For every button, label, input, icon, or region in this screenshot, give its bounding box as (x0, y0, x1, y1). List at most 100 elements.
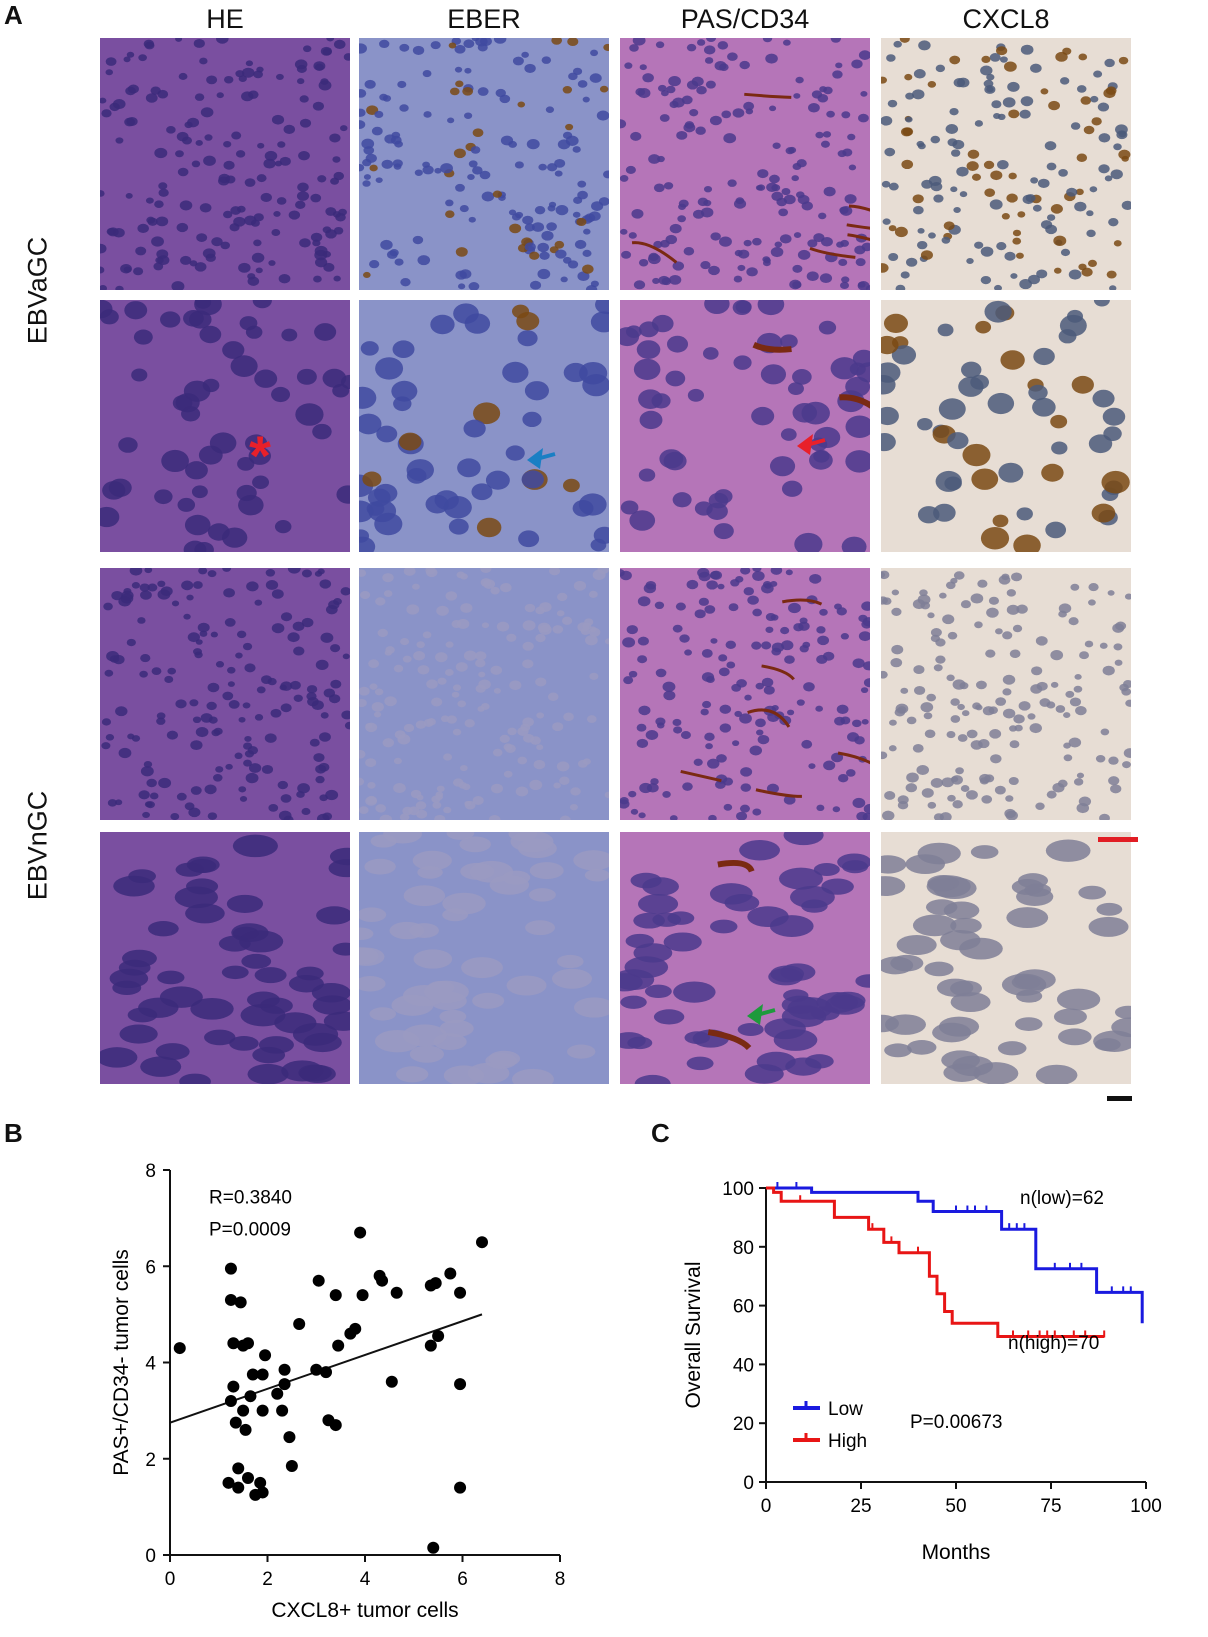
cell-nucleus (684, 1031, 710, 1045)
x-tick-label: 8 (555, 1569, 566, 1590)
cell-nucleus (997, 1041, 1027, 1056)
cell-nucleus (1079, 651, 1089, 660)
cell-nucleus (391, 994, 434, 1016)
scatter-point (390, 1286, 403, 1299)
cell-nucleus (160, 311, 181, 328)
micrograph-cxcl8-row-2 (881, 300, 1131, 552)
cell-nucleus (1006, 604, 1020, 615)
cell-nucleus (449, 87, 460, 96)
cell-nucleus (644, 984, 672, 999)
cell-nucleus (717, 41, 729, 50)
cell-nucleus (579, 361, 608, 385)
cell-nucleus (472, 992, 505, 1009)
cell-nucleus (464, 313, 491, 334)
cell-nucleus (523, 733, 535, 743)
cell-nucleus (238, 262, 251, 273)
cell-nucleus (760, 364, 787, 385)
cell-nucleus (559, 815, 571, 820)
cell-nucleus (161, 449, 189, 473)
cell-nucleus (528, 888, 556, 902)
cell-nucleus (672, 624, 683, 633)
cell-nucleus (384, 696, 397, 707)
micrograph-eber-row-2 (359, 300, 609, 552)
cell-nucleus (310, 232, 323, 242)
cell-nucleus (515, 786, 529, 797)
cell-nucleus (1115, 621, 1127, 631)
cell-nucleus (988, 596, 1000, 605)
cell-nucleus (933, 194, 944, 203)
cell-nucleus (752, 808, 762, 816)
cell-nucleus (125, 86, 136, 96)
cell-nucleus (1097, 102, 1110, 112)
cell-nucleus (655, 668, 667, 678)
cell-nucleus (861, 242, 870, 252)
cell-nucleus (301, 807, 311, 816)
cell-nucleus (569, 803, 578, 811)
cell-nucleus (801, 739, 813, 749)
vessel-channel (837, 751, 870, 765)
micrograph-eber-row-4 (359, 832, 609, 1084)
cell-nucleus (235, 652, 243, 659)
cell-nucleus (1063, 712, 1071, 718)
cell-nucleus (209, 432, 237, 454)
cell-nucleus (740, 767, 753, 777)
cell-nucleus (374, 1029, 420, 1053)
cell-nucleus (101, 109, 112, 118)
cell-nucleus (254, 967, 287, 984)
cell-nucleus (123, 56, 131, 63)
cell-nucleus (811, 90, 823, 99)
cell-nucleus (666, 335, 689, 353)
cell-nucleus (409, 1045, 444, 1063)
scatter-point (376, 1274, 389, 1287)
cell-nucleus (127, 733, 135, 740)
scatter-point (312, 1274, 325, 1287)
cell-nucleus (554, 240, 565, 249)
cell-nucleus (252, 475, 270, 490)
cell-nucleus (274, 520, 292, 534)
cell-nucleus (1110, 169, 1123, 180)
cell-nucleus (932, 1022, 972, 1043)
cell-nucleus (416, 641, 425, 649)
cell-nucleus (947, 794, 956, 802)
cell-nucleus (881, 432, 896, 452)
cell-nucleus (941, 236, 951, 244)
cell-nucleus (950, 186, 958, 193)
cell-nucleus (933, 503, 956, 522)
cell-nucleus (832, 70, 843, 79)
legend-label-low: Low (828, 1399, 863, 1420)
cell-nucleus (882, 597, 892, 605)
scatter-point (278, 1363, 291, 1376)
scatter-point (476, 1236, 488, 1249)
cell-nucleus (535, 633, 546, 643)
cell-nucleus (1093, 70, 1103, 78)
cell-nucleus (1100, 728, 1110, 736)
cell-nucleus (704, 57, 714, 64)
cell-nucleus (801, 899, 828, 913)
cell-nucleus (151, 667, 162, 676)
cell-nucleus (129, 568, 143, 576)
cell-nucleus (448, 42, 457, 49)
cell-nucleus (299, 95, 309, 103)
cell-nucleus (218, 176, 230, 186)
cell-nucleus (807, 239, 818, 248)
cell-nucleus (590, 49, 599, 57)
cell-nucleus (1004, 251, 1016, 261)
cell-nucleus (639, 410, 663, 430)
cell-nucleus (278, 274, 291, 284)
cell-nucleus (992, 514, 1009, 528)
cell-nucleus (549, 568, 561, 576)
cell-nucleus (1046, 162, 1057, 171)
cell-nucleus (227, 681, 235, 687)
cell-nucleus (855, 974, 870, 988)
micrograph-he-row-1 (100, 38, 350, 290)
cell-nucleus (311, 982, 350, 1003)
cell-nucleus (115, 137, 124, 144)
cell-nucleus (1030, 177, 1039, 184)
cell-nucleus (344, 721, 350, 730)
cell-nucleus (416, 809, 428, 819)
cell-nucleus (682, 782, 693, 791)
cell-nucleus (950, 992, 991, 1013)
cell-nucleus (981, 795, 993, 804)
cell-nucleus (562, 86, 573, 94)
